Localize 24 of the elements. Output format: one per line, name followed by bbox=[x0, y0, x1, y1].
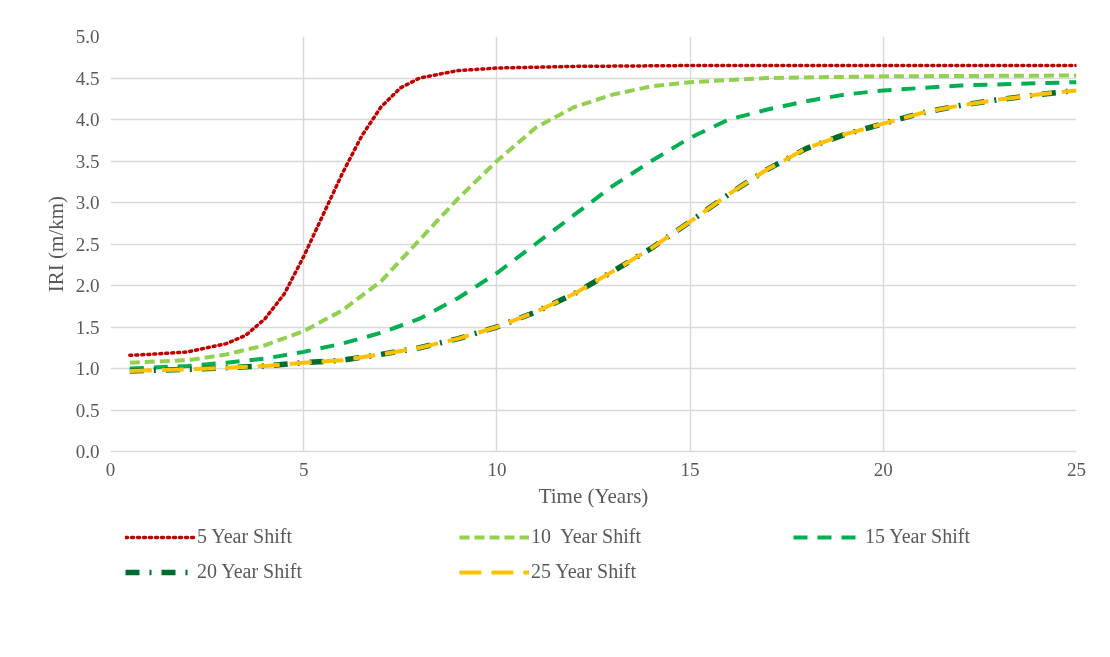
legend-label: 5 Year Shift bbox=[197, 525, 293, 548]
y-axis-title: IRI (m/km) bbox=[43, 195, 68, 293]
legend-label: 25 Year Shift bbox=[531, 560, 637, 583]
y-tick-label: 5.0 bbox=[75, 26, 100, 47]
y-tick-label: 4.5 bbox=[75, 67, 100, 89]
y-tick-label: 2.5 bbox=[75, 233, 100, 255]
legend-label: 10 Year Shift bbox=[531, 525, 642, 548]
y-tick-label: 0.5 bbox=[75, 399, 100, 421]
x-tick-label: 25 bbox=[1067, 458, 1086, 480]
y-tick-label: 2.0 bbox=[75, 275, 100, 296]
x-axis-title: Time (Years) bbox=[538, 483, 649, 508]
x-tick-label: 10 bbox=[487, 458, 507, 480]
y-tick-label: 3.0 bbox=[75, 192, 100, 213]
x-tick-label: 5 bbox=[298, 458, 309, 480]
y-tick-label: 4.0 bbox=[75, 109, 100, 130]
legend-label: 20 Year Shift bbox=[197, 560, 303, 583]
x-tick-label: 20 bbox=[873, 458, 893, 480]
x-tick-label: 15 bbox=[680, 458, 700, 480]
y-tick-label: 0.0 bbox=[75, 441, 100, 462]
y-tick-label: 1.5 bbox=[75, 316, 100, 338]
x-tick-label: 0 bbox=[105, 458, 116, 480]
legend-label: 15 Year Shift bbox=[865, 525, 971, 548]
y-tick-label: 1.0 bbox=[75, 358, 100, 379]
y-tick-label: 3.5 bbox=[75, 150, 100, 172]
